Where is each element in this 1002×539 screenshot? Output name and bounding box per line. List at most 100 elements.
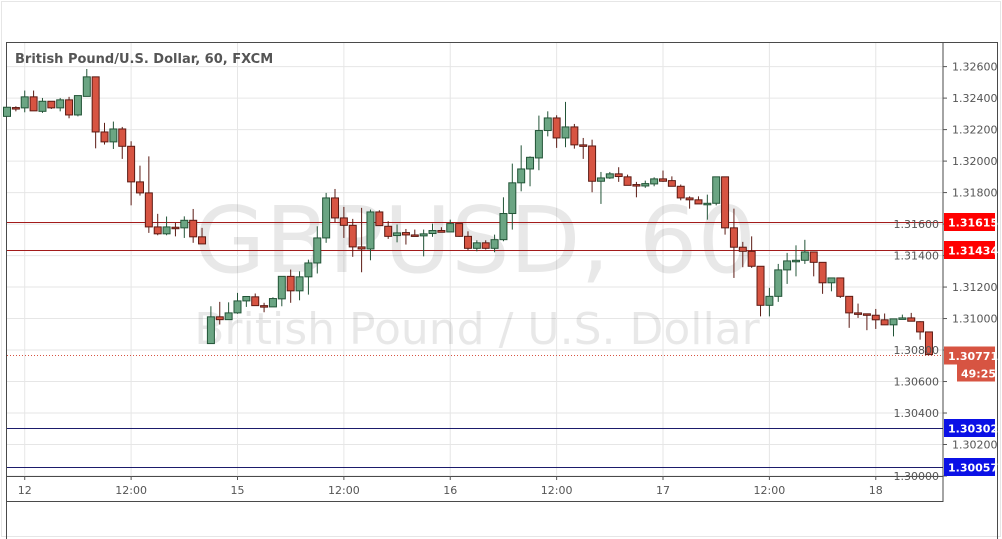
candle-body-down: [871, 314, 880, 321]
level-price-badge-background: [944, 241, 995, 259]
candle-body-down: [623, 176, 632, 186]
candle: [393, 224, 402, 243]
countdown-badge-background: [957, 364, 995, 382]
candle-body-down: [357, 246, 366, 250]
candle-body-down: [862, 313, 871, 316]
price-tick-label: 1.31600: [894, 218, 940, 231]
candle-body-up: [791, 259, 800, 263]
candle: [579, 137, 588, 159]
candle-body-up: [393, 232, 402, 237]
last-price-badge-background: [944, 346, 995, 365]
candle-body-down: [685, 197, 694, 201]
candle-body-down: [331, 197, 340, 219]
level-price-badge-text: 1.30057: [948, 462, 998, 475]
level-price-badge: 1.30302: [944, 419, 998, 437]
candle-body-down: [215, 316, 224, 321]
candle-body-up: [508, 182, 517, 215]
candle: [508, 163, 517, 230]
candle-body-up: [56, 99, 65, 109]
candle-body-down: [286, 275, 295, 292]
candle: [916, 321, 925, 340]
candle: [623, 174, 632, 186]
time-tick-label: 15: [230, 484, 244, 497]
candle: [632, 181, 641, 198]
candle-body-up: [180, 219, 189, 229]
candle-body-down: [916, 321, 925, 333]
candle-body-down: [11, 107, 20, 110]
candle-body-up: [82, 76, 91, 97]
candle: [552, 115, 561, 148]
candle-body-up: [561, 126, 570, 139]
candle: [889, 318, 898, 337]
candle: [570, 123, 579, 149]
level-price-badge: 1.31615: [944, 213, 998, 231]
candle: [65, 96, 74, 119]
candle: [614, 167, 623, 182]
price-tick-label: 1.32600: [952, 61, 998, 74]
candle: [357, 207, 366, 273]
candle: [729, 208, 738, 278]
candle: [304, 259, 313, 295]
candle: [56, 97, 65, 112]
candle: [410, 229, 419, 237]
last-price-badge: 1.30771: [944, 346, 998, 365]
candle-body-down: [455, 223, 464, 237]
candle: [791, 245, 800, 277]
candle: [463, 231, 472, 251]
candle: [198, 227, 207, 245]
candle-body-down: [251, 296, 260, 307]
price-tick-label: 1.32000: [952, 155, 998, 168]
candle: [854, 303, 863, 318]
price-tick-label: 1.30000: [894, 470, 940, 483]
level-price-badge-text: 1.31615: [948, 217, 998, 230]
candle: [694, 196, 703, 205]
candle: [596, 171, 605, 204]
candle: [499, 197, 508, 242]
candle: [747, 236, 756, 268]
watermark-description: British Pound / U.S. Dollar: [194, 304, 760, 355]
candle-body-up: [898, 317, 907, 320]
candle: [446, 219, 455, 233]
candle-body-up: [765, 295, 774, 306]
price-tick-label: 1.30200: [952, 439, 998, 452]
candle-body-down: [401, 232, 410, 236]
candle-body-up: [295, 276, 304, 292]
candle: [3, 106, 11, 117]
candle: [455, 223, 464, 237]
candle-body-down: [614, 173, 623, 178]
candle-body-down: [880, 319, 889, 326]
countdown-badge-text: 49:25: [961, 368, 996, 381]
price-tick-label: 1.31800: [952, 187, 998, 200]
candle: [401, 228, 410, 245]
candle: [721, 176, 730, 235]
candle-body-down: [676, 185, 685, 199]
candle-body-down: [153, 226, 162, 235]
candle: [428, 223, 437, 237]
candle: [880, 313, 889, 326]
level-price-badge-text: 1.30302: [948, 423, 998, 436]
candle-body-down: [171, 226, 180, 230]
candle: [286, 269, 295, 303]
candle: [109, 121, 118, 149]
candle-body-up: [20, 96, 29, 109]
candle: [845, 295, 854, 328]
candle: [47, 100, 56, 109]
candle: [295, 271, 304, 301]
time-tick-label: 12:00: [328, 484, 360, 497]
candle: [313, 226, 322, 274]
candle: [712, 176, 721, 206]
candle-body-down: [339, 217, 348, 226]
price-tick-label: 1.32200: [952, 124, 998, 137]
candle-body-down: [659, 178, 668, 182]
candle-body-up: [800, 251, 809, 261]
candle-body-down: [721, 176, 730, 229]
candle-body-down: [384, 225, 393, 237]
candle: [206, 306, 215, 345]
candle-body-down: [118, 128, 127, 147]
candle: [605, 171, 614, 179]
time-tick-label: 12:00: [754, 484, 786, 497]
candle: [641, 180, 650, 188]
time-tick-label: 18: [869, 484, 883, 497]
candle-body-down: [481, 242, 490, 249]
